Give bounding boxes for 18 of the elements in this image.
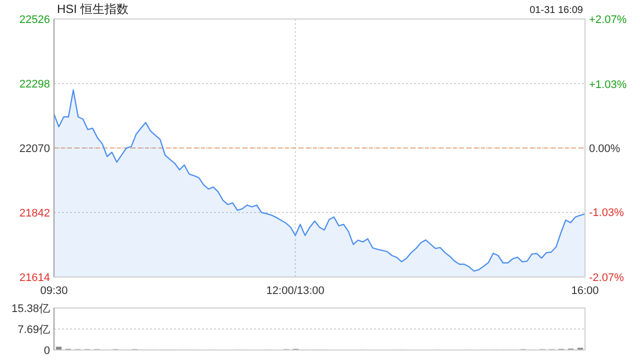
y-tick-label: 0	[44, 345, 50, 357]
x-tick-label: 16:00	[571, 285, 599, 297]
chart-title: HSI 恒生指数	[57, 2, 128, 16]
y2-tick-label: +2.07%	[589, 14, 627, 26]
y-tick-label: 7.69亿	[18, 324, 50, 336]
y-tick-label: 22526	[19, 14, 50, 26]
y2-tick-label: -1.03%	[589, 207, 624, 220]
y-tick-label: 22070	[19, 143, 50, 155]
x-tick-label: 12:00/13:00	[266, 285, 324, 297]
y2-tick-label: +1.03%	[589, 78, 627, 91]
x-tick-label: 09:30	[40, 285, 68, 297]
y-tick-label: 21614	[19, 272, 50, 284]
y2-tick-label: -2.07%	[589, 272, 624, 284]
y2-tick-label: 0.00%	[589, 143, 620, 155]
y-tick-label: 22298	[19, 78, 50, 90]
y-tick-label: 21842	[19, 208, 50, 220]
text: 01-31 16:09	[530, 5, 584, 16]
y-tick-label: 15.38亿	[11, 303, 50, 315]
